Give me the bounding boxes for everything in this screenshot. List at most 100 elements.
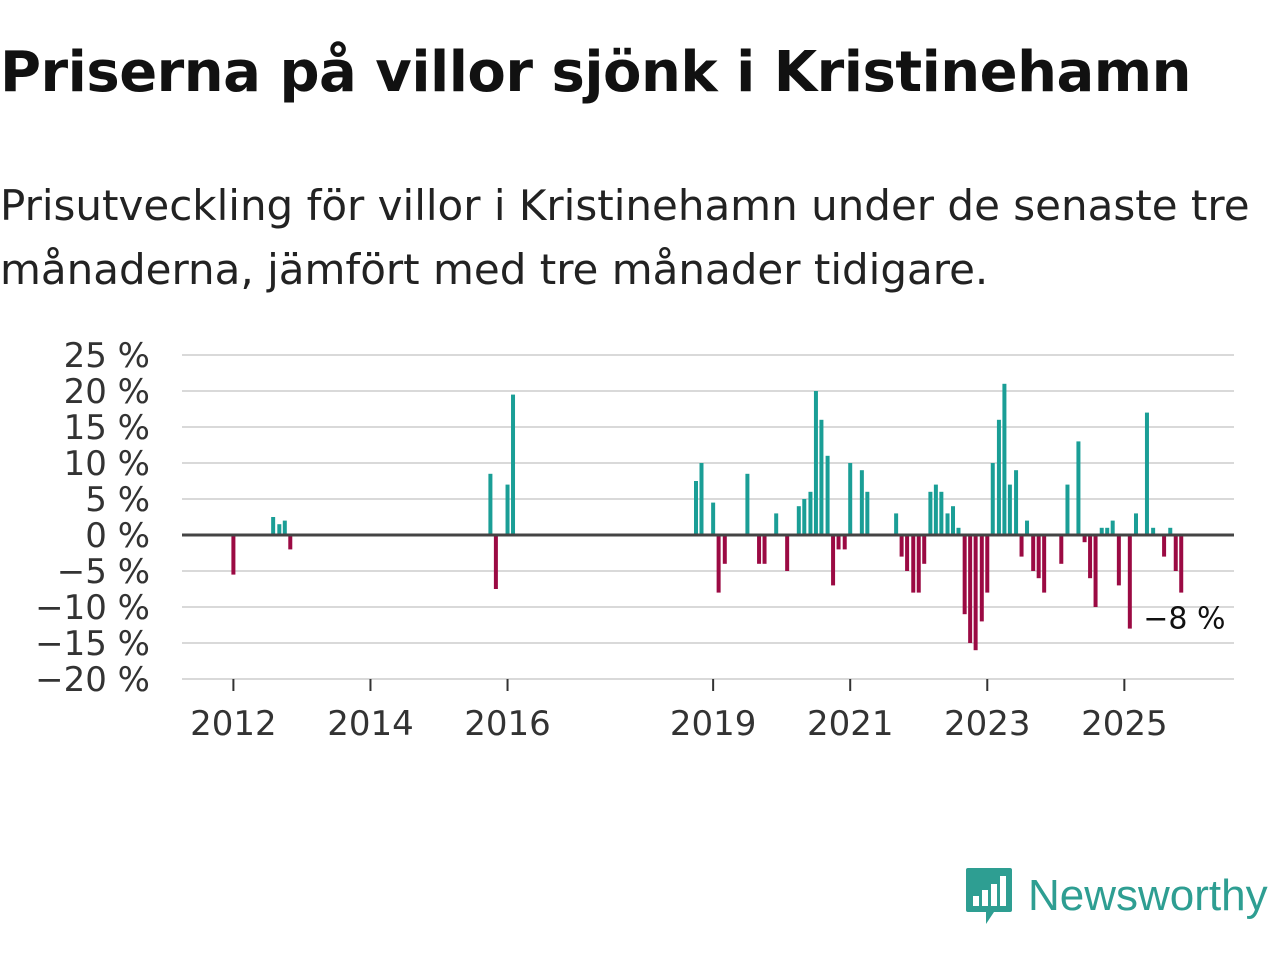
bar bbox=[1179, 535, 1184, 593]
y-tick-label: −20 % bbox=[35, 660, 150, 700]
bar bbox=[899, 535, 904, 557]
bar bbox=[939, 491, 944, 535]
bar bbox=[762, 535, 767, 564]
bar bbox=[979, 535, 984, 622]
bar bbox=[785, 535, 790, 571]
bar bbox=[282, 520, 287, 535]
bar bbox=[1168, 527, 1173, 535]
y-axis-ticks: 25 %20 %15 %10 %5 %0 %−5 %−10 %−15 %−20 … bbox=[35, 336, 150, 700]
chart-title: Priserna på villor sjönk i Kristinehamn bbox=[0, 40, 1192, 105]
bar bbox=[694, 481, 699, 535]
x-tick-label: 2021 bbox=[807, 704, 894, 744]
bar bbox=[911, 535, 916, 593]
bar bbox=[859, 470, 864, 535]
bar bbox=[1127, 535, 1132, 629]
bar bbox=[825, 455, 830, 535]
bar bbox=[1082, 535, 1087, 543]
bar bbox=[1076, 441, 1081, 535]
bar bbox=[1099, 527, 1104, 535]
bar bbox=[1031, 535, 1036, 571]
bar bbox=[1162, 535, 1167, 557]
bar bbox=[1014, 470, 1019, 535]
y-tick-label: 0 % bbox=[85, 516, 150, 556]
last-value-label: −8 % bbox=[1143, 602, 1225, 637]
bar bbox=[1110, 520, 1115, 535]
bar bbox=[922, 535, 927, 564]
x-axis-ticks: 2012 2014 2016 2019 2021 2023 2025 bbox=[190, 679, 1168, 744]
bar bbox=[933, 484, 938, 535]
bar bbox=[271, 517, 276, 535]
bar bbox=[928, 491, 933, 535]
bar bbox=[493, 535, 498, 589]
y-tick-label: 15 % bbox=[64, 408, 150, 448]
bar bbox=[288, 535, 293, 550]
y-tick-label: 10 % bbox=[64, 444, 150, 484]
bar bbox=[962, 535, 967, 615]
newsworthy-logo-icon bbox=[966, 868, 1012, 924]
y-tick-label: −15 % bbox=[35, 624, 150, 664]
bar bbox=[1173, 535, 1178, 571]
bar bbox=[1105, 527, 1110, 535]
bar bbox=[973, 535, 978, 651]
bar bbox=[916, 535, 921, 593]
x-tick-label: 2019 bbox=[670, 704, 757, 744]
bar bbox=[831, 535, 836, 586]
brand-name: Newsworthy bbox=[1028, 871, 1268, 920]
x-tick-label: 2025 bbox=[1081, 704, 1168, 744]
bar bbox=[990, 463, 995, 535]
newsworthy-brand: Newsworthy bbox=[964, 864, 1268, 928]
x-tick-label: 2023 bbox=[944, 704, 1031, 744]
bar bbox=[968, 535, 973, 643]
bar bbox=[711, 502, 716, 535]
bar bbox=[996, 419, 1001, 535]
bar bbox=[1065, 484, 1070, 535]
bar bbox=[1007, 484, 1012, 535]
bar bbox=[1025, 520, 1030, 535]
bar bbox=[956, 527, 961, 535]
bar bbox=[1088, 535, 1093, 579]
bar bbox=[802, 499, 807, 535]
bar bbox=[842, 535, 847, 550]
bar bbox=[757, 535, 762, 564]
bar bbox=[722, 535, 727, 564]
bar bbox=[1144, 412, 1149, 535]
bar bbox=[505, 484, 510, 535]
bar bbox=[848, 463, 853, 535]
bar bbox=[808, 491, 813, 535]
bar bbox=[1019, 535, 1024, 557]
bar bbox=[1151, 527, 1156, 535]
price-change-bar-chart: 25 %20 %15 %10 %5 %0 %−5 %−10 %−15 %−20 … bbox=[35, 336, 1234, 744]
bar bbox=[488, 473, 493, 535]
y-tick-label: 25 % bbox=[64, 336, 150, 376]
bar bbox=[894, 513, 899, 535]
y-tick-label: −5 % bbox=[57, 552, 150, 592]
y-tick-label: 5 % bbox=[85, 480, 150, 520]
bar bbox=[813, 391, 818, 535]
bar bbox=[1093, 535, 1098, 607]
bar bbox=[277, 524, 282, 535]
bars bbox=[231, 383, 1184, 651]
bar bbox=[716, 535, 721, 593]
bar bbox=[699, 463, 704, 535]
bar bbox=[1002, 383, 1007, 535]
gridlines bbox=[182, 354, 1234, 680]
bar bbox=[1059, 535, 1064, 564]
bar bbox=[905, 535, 910, 571]
bar bbox=[745, 473, 750, 535]
bar bbox=[796, 506, 801, 535]
x-tick-label: 2016 bbox=[464, 704, 551, 744]
bar bbox=[511, 394, 516, 535]
y-tick-label: 20 % bbox=[64, 372, 150, 412]
bar bbox=[836, 535, 841, 550]
bar bbox=[1133, 513, 1138, 535]
x-tick-label: 2014 bbox=[327, 704, 414, 744]
y-tick-label: −10 % bbox=[35, 588, 150, 628]
bar bbox=[865, 491, 870, 535]
bar bbox=[1036, 535, 1041, 579]
bar bbox=[951, 506, 956, 535]
bar bbox=[945, 513, 950, 535]
bar bbox=[231, 535, 236, 575]
annotations: −8 % bbox=[1143, 602, 1225, 637]
bar bbox=[819, 419, 824, 535]
chart-subtitle: Prisutveckling för villor i Kristinehamn… bbox=[0, 181, 1250, 294]
